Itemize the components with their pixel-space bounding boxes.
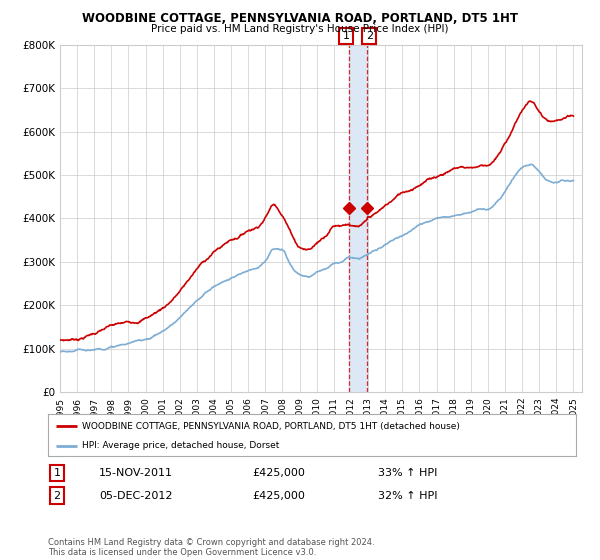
Text: 1: 1	[53, 468, 61, 478]
Text: 2: 2	[53, 491, 61, 501]
Text: 05-DEC-2012: 05-DEC-2012	[99, 491, 173, 501]
Text: WOODBINE COTTAGE, PENNSYLVANIA ROAD, PORTLAND, DT5 1HT: WOODBINE COTTAGE, PENNSYLVANIA ROAD, POR…	[82, 12, 518, 25]
Text: HPI: Average price, detached house, Dorset: HPI: Average price, detached house, Dors…	[82, 441, 280, 450]
Text: 32% ↑ HPI: 32% ↑ HPI	[378, 491, 437, 501]
Text: Price paid vs. HM Land Registry's House Price Index (HPI): Price paid vs. HM Land Registry's House …	[151, 24, 449, 34]
Text: WOODBINE COTTAGE, PENNSYLVANIA ROAD, PORTLAND, DT5 1HT (detached house): WOODBINE COTTAGE, PENNSYLVANIA ROAD, POR…	[82, 422, 460, 431]
Text: 33% ↑ HPI: 33% ↑ HPI	[378, 468, 437, 478]
Text: £425,000: £425,000	[252, 468, 305, 478]
Text: 15-NOV-2011: 15-NOV-2011	[99, 468, 173, 478]
Bar	[349, 45, 367, 392]
Text: Contains HM Land Registry data © Crown copyright and database right 2024.
This d: Contains HM Land Registry data © Crown c…	[48, 538, 374, 557]
Text: 2: 2	[366, 31, 373, 41]
Text: £425,000: £425,000	[252, 491, 305, 501]
Text: 1: 1	[343, 31, 350, 41]
